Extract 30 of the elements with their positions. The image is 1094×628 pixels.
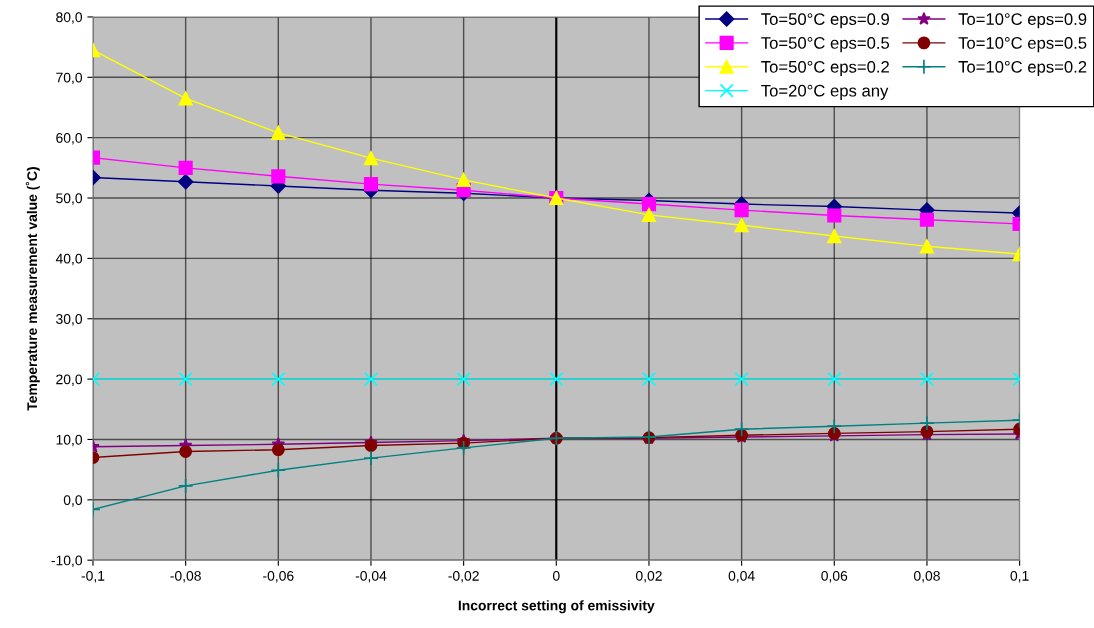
x-tick-label: 0,04 [728,570,755,583]
y-tick-label: 40,0 [55,253,83,266]
x-tick-label: 0,08 [913,570,940,583]
x-tick-label: 0,06 [821,570,848,583]
legend-label: To=10°C eps=0.2 [958,60,1087,77]
x-tick-label: 0,1 [1010,570,1029,583]
x-tick-label: -0,1 [81,570,105,583]
y-tick-label: 30,0 [56,314,83,326]
y-tick-label: 0,0 [63,495,83,507]
y-axis-title: Temperature measurement value (˚C) [25,167,40,411]
legend-label: To=50°C eps=0.5 [761,37,890,53]
x-tick-label: -0,08 [170,570,201,583]
y-tick-label: 70,0 [56,72,83,85]
x-tick-label: -0,02 [448,570,479,583]
y-tick-label: 80,0 [56,12,83,24]
x-tick-label: -0,04 [355,570,387,583]
legend-label: To=50°C eps=0.2 [761,60,889,77]
legend-label: To=10°C eps=0.9 [958,13,1087,29]
legend-label: To=50°C eps=0.9 [761,13,889,29]
legend-label: To=10°C eps=0.5 [958,37,1087,53]
legend-label: To=20°C eps any [761,84,889,100]
y-tick-label: -10,0 [51,555,83,567]
x-axis-title: Incorrect setting of emissivity [458,600,655,614]
x-tick-label: 0 [552,570,560,581]
y-tick-label: 60,0 [56,133,83,145]
x-tick-label: -0,06 [263,570,294,583]
y-tick-label: 20,0 [56,374,83,386]
y-tick-label: 50,0 [56,193,83,205]
x-tick-label: 0,02 [635,570,662,583]
y-tick-label: 10,0 [56,434,83,447]
